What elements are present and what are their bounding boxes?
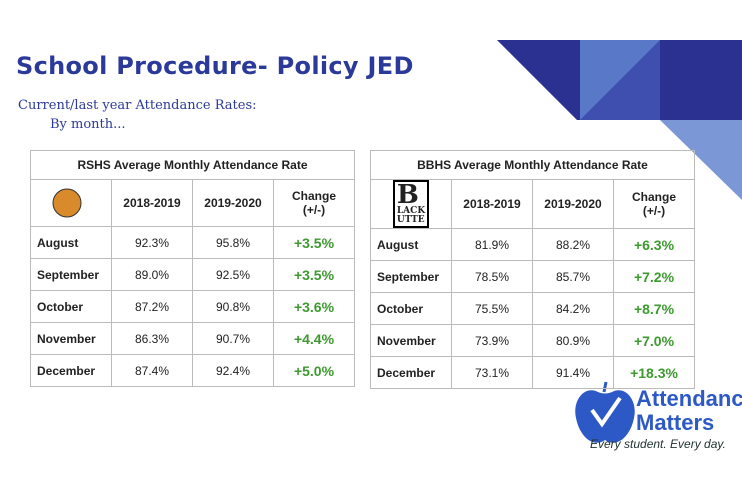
check (590, 396, 622, 428)
attendance-table: RSHS Average Monthly Attendance Rate 2018… (30, 150, 355, 387)
column-header: Change (+/-) (273, 179, 355, 227)
row-label: October (30, 290, 112, 323)
logo-text: Matters (636, 410, 715, 435)
table-title: RSHS Average Monthly Attendance Rate (30, 150, 355, 180)
cell: +5.0% (273, 354, 355, 387)
data-row: September 89.0% 92.5% +3.5% (30, 258, 355, 291)
header-text: Change (291, 189, 336, 203)
header-row: 2018-2019 2019-2020 Change (+/-) (30, 179, 355, 227)
title-row: RSHS Average Monthly Attendance Rate (30, 150, 355, 180)
cell: +7.2% (613, 260, 695, 293)
row-label: August (30, 226, 112, 259)
shape (660, 120, 742, 200)
header-text: 2018-2019 (123, 196, 181, 210)
cell: +4.4% (273, 322, 355, 355)
column-header: 2019-2020 (532, 179, 614, 229)
data-row: October 75.5% 84.2% +8.7% (370, 292, 695, 325)
cell: +3.5% (273, 226, 355, 259)
cell: 87.4% (111, 354, 193, 387)
attendance-table: BBHS Average Monthly Attendance Rate B LAC… (370, 150, 695, 389)
header-text: 2019-2020 (544, 197, 602, 211)
column-header: 2018-2019 (111, 179, 193, 227)
header-row: B LACK UTTE 2018-2019 2019-2020 Change (+/-) (370, 179, 695, 229)
title: School Procedure- Policy JED (16, 52, 414, 80)
cell: +7.0% (613, 324, 695, 357)
cell: 73.1% (451, 356, 533, 389)
cell: 86.3% (111, 322, 193, 355)
cell: 89.0% (111, 258, 193, 291)
row-label: November (30, 322, 112, 355)
logo-text: Attendance (636, 386, 742, 411)
header-text: 2019-2020 (204, 196, 262, 210)
data-row: August 81.9% 88.2% +6.3% (370, 228, 695, 261)
badge-text: LACK (396, 206, 426, 216)
subtitle: Current/last year Attendance Rates: (18, 98, 257, 113)
row-label: August (370, 228, 452, 261)
cell: 92.3% (111, 226, 193, 259)
badge-text: B (396, 180, 419, 210)
data-row: November 86.3% 90.7% +4.4% (30, 322, 355, 355)
icon-cell (30, 179, 112, 227)
tagline: Every student. Every day. (590, 437, 726, 451)
header-text: Change (631, 190, 676, 204)
cell: 84.2% (532, 292, 614, 325)
row-label: December (30, 354, 112, 387)
data-row: September 78.5% 85.7% +7.2% (370, 260, 695, 293)
badge-text: UTTE (396, 215, 425, 225)
column-header: 2018-2019 (451, 179, 533, 229)
cell: 90.7% (192, 322, 274, 355)
cell: 88.2% (532, 228, 614, 261)
cell: 90.8% (192, 290, 274, 323)
cell: 75.5% (451, 292, 533, 325)
data-row: December 73.1% 91.4% +18.3% (370, 356, 695, 389)
cell: 91.4% (532, 356, 614, 389)
header-text: 2018-2019 (463, 197, 521, 211)
cell: +3.6% (273, 290, 355, 323)
cell: 95.8% (192, 226, 274, 259)
cell: +3.5% (273, 258, 355, 291)
row-label: November (370, 324, 452, 357)
row-label: December (370, 356, 452, 389)
cell: +6.3% (613, 228, 695, 261)
data-row: October 87.2% 90.8% +3.6% (30, 290, 355, 323)
header-text: (+/-) (642, 204, 666, 218)
table-title: BBHS Average Monthly Attendance Rate (370, 150, 695, 180)
cell: 87.2% (111, 290, 193, 323)
cell: 80.9% (532, 324, 614, 357)
row-label: October (370, 292, 452, 325)
badge: B LACK UTTE (392, 180, 430, 228)
shape (580, 40, 660, 120)
cell: 78.5% (451, 260, 533, 293)
row-label: September (370, 260, 452, 293)
cell: 85.7% (532, 260, 614, 293)
cell: 73.9% (451, 324, 533, 357)
cell: 81.9% (451, 228, 533, 261)
header-text: (+/-) (302, 203, 326, 217)
title-row: BBHS Average Monthly Attendance Rate (370, 150, 695, 180)
icon-cell: B LACK UTTE (370, 179, 452, 229)
data-row: August 92.3% 95.8% +3.5% (30, 226, 355, 259)
data-row: December 87.4% 92.4% +5.0% (30, 354, 355, 387)
cell: +18.3% (613, 356, 695, 389)
cell: 92.4% (192, 354, 274, 387)
row-label: September (30, 258, 112, 291)
subtitle: By month... (50, 117, 126, 132)
column-header: 2019-2020 (192, 179, 274, 227)
data-row: November 73.9% 80.9% +7.0% (370, 324, 695, 357)
cell: 92.5% (192, 258, 274, 291)
cell: +8.7% (613, 292, 695, 325)
column-header: Change (+/-) (613, 179, 695, 229)
